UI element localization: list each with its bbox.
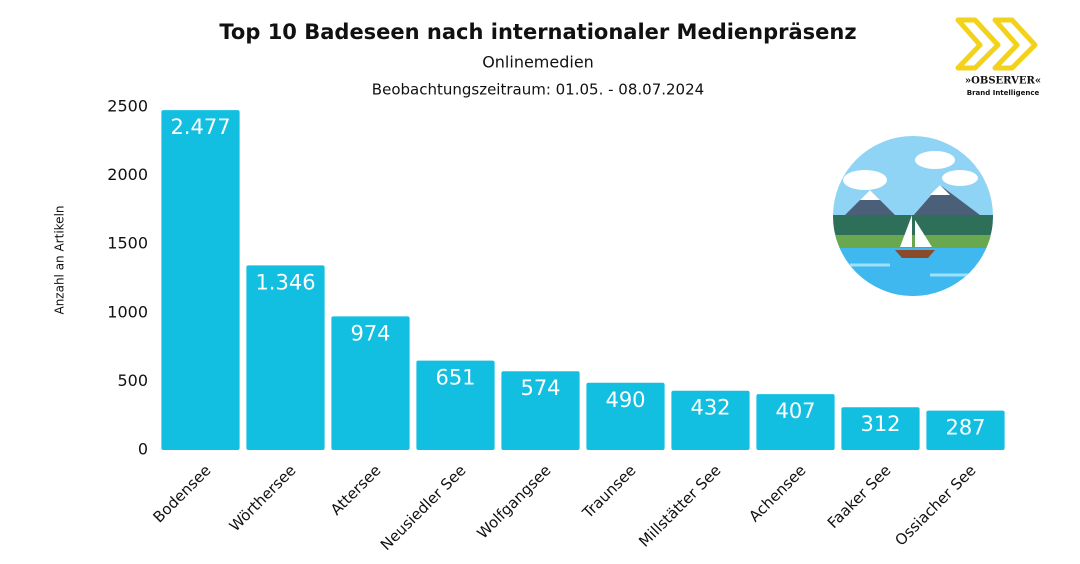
value-label: 2.477 [170, 115, 230, 139]
chart-subtitle: Beobachtungszeitraum: 01.05. - 08.07.202… [372, 81, 704, 99]
y-tick-label: 2000 [107, 165, 148, 184]
chart-subtitle: Onlinemedien [482, 53, 594, 72]
bar [926, 410, 1005, 450]
bar [756, 394, 835, 450]
x-tick-label: Achensee [745, 461, 809, 525]
x-tick-label: Attersee [327, 461, 385, 519]
value-label: 1.346 [255, 270, 315, 294]
bar [671, 390, 750, 450]
x-tick-label: Wörthersee [226, 461, 300, 535]
x-tick-label: Faaker See [824, 461, 895, 532]
bar [416, 360, 495, 450]
bar [501, 371, 580, 450]
bar [246, 265, 325, 450]
chart-title: Top 10 Badeseen nach internationaler Med… [219, 20, 856, 44]
y-tick-label: 1500 [107, 234, 148, 253]
logo-chevron [992, 17, 1038, 71]
bar [841, 407, 920, 450]
bar [161, 110, 240, 450]
bar [586, 382, 665, 450]
value-label: 574 [520, 376, 560, 400]
value-label: 490 [605, 388, 645, 412]
y-tick-label: 2500 [107, 97, 148, 116]
logo-chevron [955, 17, 1001, 71]
logo-name: »OBSERVER« [965, 76, 1041, 87]
value-label: 287 [945, 416, 985, 440]
x-tick-label: Traunsee [578, 461, 639, 522]
logo: »OBSERVER« Brand Intelligence [955, 17, 1041, 97]
value-label: 651 [435, 366, 475, 390]
value-label: 312 [860, 412, 900, 436]
bar [331, 316, 410, 450]
y-axis-label: Anzahl an Artikeln [53, 205, 67, 314]
x-tick-label: Ossiacher See [891, 461, 979, 549]
value-label: 432 [690, 396, 730, 420]
value-label: 407 [775, 399, 815, 423]
y-tick-label: 500 [117, 371, 148, 390]
value-label: 974 [350, 321, 390, 345]
x-tick-label: Wolfgangsee [473, 461, 554, 542]
logo-tagline: Brand Intelligence [967, 89, 1040, 97]
x-tick-label: Bodensee [149, 461, 214, 526]
y-tick-label: 0 [138, 440, 148, 459]
lake-illustration [833, 136, 993, 296]
x-tick-label: Neusiedler See [377, 461, 470, 554]
x-tick-label: Millstätter See [635, 461, 724, 550]
y-tick-label: 1000 [107, 302, 148, 321]
